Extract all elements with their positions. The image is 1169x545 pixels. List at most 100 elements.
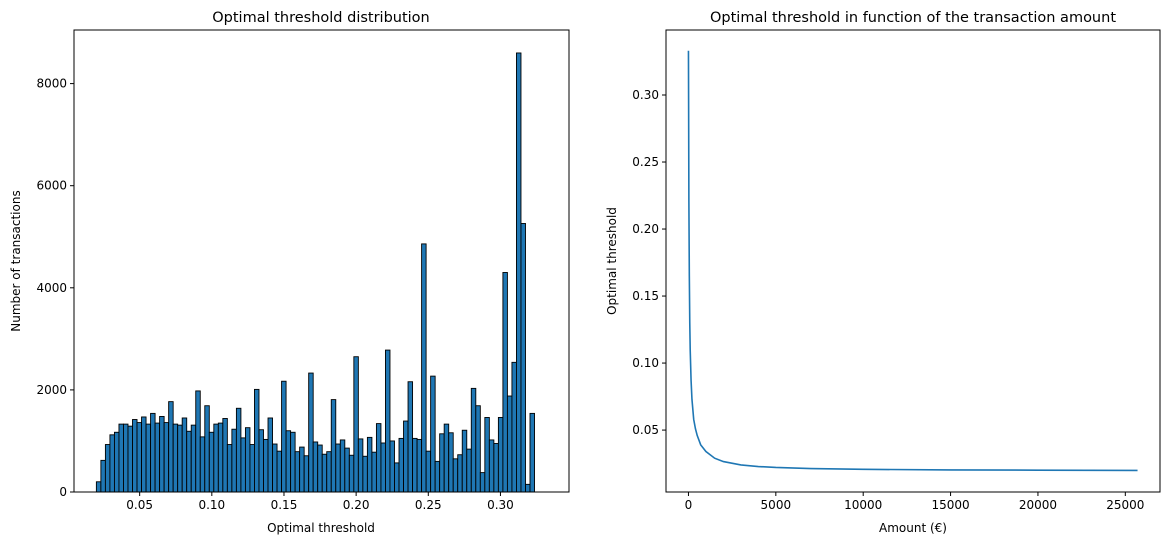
histogram-bar (159, 415, 165, 493)
y-tick-label: 2000 (36, 383, 67, 397)
line-x-label: Amount (€) (879, 521, 947, 535)
x-tick-label: 0.15 (271, 498, 298, 512)
histogram-title: Optimal threshold distribution (212, 10, 430, 26)
histogram-bar (321, 453, 328, 493)
histogram-bar (484, 417, 490, 493)
histogram-bar (190, 424, 197, 493)
line-axes-frame (665, 29, 1161, 493)
x-tick-label: 25000 (1106, 498, 1144, 512)
histogram-bar (113, 431, 120, 493)
histogram-bar (525, 483, 531, 493)
histogram-bar (195, 390, 201, 493)
histogram-bar (430, 375, 436, 493)
x-tick-label: 20000 (1019, 498, 1057, 512)
histogram-bar (308, 372, 314, 493)
histogram-bar (303, 455, 310, 493)
histogram-bar (163, 422, 170, 493)
histogram-bar (132, 419, 138, 493)
histogram-bar (479, 472, 486, 493)
histogram-bar (235, 407, 242, 493)
histogram-bar (109, 434, 115, 493)
histogram-bar (244, 427, 251, 493)
histogram-bar (208, 431, 215, 493)
histogram-bar (249, 444, 255, 493)
y-tick-label: 0.20 (632, 222, 659, 236)
histogram-bar (104, 444, 111, 493)
histogram-bar (177, 424, 183, 493)
histogram-bars (95, 52, 535, 493)
histogram-bar (348, 454, 355, 493)
histogram-bar (222, 418, 228, 493)
y-tick-label: 0.15 (632, 289, 659, 303)
y-tick-label: 0.25 (632, 155, 659, 169)
line-series (687, 50, 1138, 472)
histogram-bar (95, 481, 102, 493)
histogram-bar (285, 430, 292, 493)
histogram-bar (412, 437, 418, 493)
y-tick-label: 0.30 (632, 88, 659, 102)
x-tick-label: 15000 (931, 498, 969, 512)
y-tick-label: 0.05 (632, 423, 659, 437)
histogram-bar (168, 401, 174, 493)
histogram-bar (371, 451, 377, 493)
histogram-y-label: Number of transactions (9, 190, 23, 331)
histogram-bar (425, 450, 432, 493)
histogram-bar (502, 272, 508, 493)
line-y-label: Optimal threshold (605, 207, 619, 315)
histogram-bar (240, 437, 246, 493)
x-tick-label: 0.05 (126, 498, 153, 512)
y-tick-label: 8000 (36, 77, 67, 91)
line-x-ticks: 0 5000 10000 15000 20000 25000 (685, 492, 1144, 512)
histogram-bar (141, 416, 147, 493)
histogram-x-label: Optimal threshold (267, 521, 375, 535)
histogram-bar (366, 436, 373, 493)
histogram-bar (272, 443, 278, 493)
histogram-bar (529, 412, 535, 493)
histogram-bar (520, 223, 526, 493)
histogram-bar (263, 438, 269, 493)
histogram-bar (294, 451, 301, 493)
histogram-bar (217, 422, 224, 493)
y-tick-label: 6000 (36, 179, 67, 193)
histogram-bar (416, 438, 423, 493)
histogram-bar (213, 423, 219, 493)
histogram-bar (385, 349, 391, 493)
histogram-bar (231, 428, 237, 493)
histogram-bar (506, 395, 513, 493)
histogram-bar (281, 380, 287, 493)
line-chart-title: Optimal threshold in function of the tra… (710, 10, 1116, 26)
histogram-bar (326, 451, 332, 493)
y-tick-label: 4000 (36, 281, 67, 295)
histogram-bar (127, 425, 133, 493)
x-tick-label: 0.25 (415, 498, 442, 512)
histogram-bar (443, 423, 450, 493)
x-tick-label: 10000 (844, 498, 882, 512)
histogram-bar (154, 422, 161, 493)
histogram-bar (461, 429, 468, 493)
y-tick-label: 0 (59, 485, 67, 499)
histogram-bar (299, 446, 305, 493)
histogram-bar (254, 388, 260, 493)
histogram-bar (511, 361, 517, 493)
histogram-bar (362, 455, 368, 493)
histogram-bar (226, 444, 233, 493)
line-y-ticks: 0.05 0.10 0.15 0.20 0.25 0.30 (632, 88, 666, 437)
histogram-y-ticks: 0 2000 4000 6000 8000 (36, 77, 74, 499)
x-tick-label: 5000 (761, 498, 792, 512)
histogram-bar (199, 436, 206, 493)
line-subplot: Optimal threshold in function of the tra… (605, 10, 1161, 535)
histogram-bar (475, 405, 481, 493)
histogram-bar (339, 439, 346, 493)
histogram-bar (380, 442, 386, 493)
histogram-bar (403, 420, 409, 493)
histogram-bar (258, 429, 264, 493)
histogram-bar (276, 450, 283, 493)
histogram-bar (353, 356, 359, 493)
histogram-bar (452, 458, 459, 493)
x-tick-label: 0.20 (343, 498, 370, 512)
histogram-bar (434, 460, 441, 493)
x-tick-label: 0 (685, 498, 693, 512)
histogram-bar (123, 423, 129, 493)
histogram-bar (100, 459, 106, 493)
histogram-bar (172, 423, 179, 493)
